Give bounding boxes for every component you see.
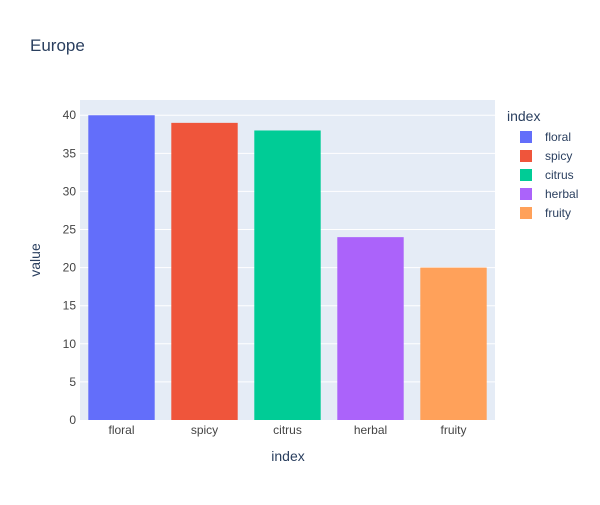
legend-label: herbal xyxy=(545,187,578,201)
y-tick-label: 10 xyxy=(63,337,77,351)
legend-item-fruity[interactable]: fruity xyxy=(520,206,571,220)
legend-swatch xyxy=(520,207,532,219)
legend-item-spicy[interactable]: spicy xyxy=(520,149,572,163)
x-axis-title: index xyxy=(271,448,304,464)
legend-swatch xyxy=(520,169,532,181)
x-tick-label: citrus xyxy=(273,423,302,437)
legend-label: citrus xyxy=(545,168,574,182)
y-tick-label: 20 xyxy=(63,261,77,275)
legend-title: index xyxy=(507,108,540,124)
legend-swatch xyxy=(520,188,532,200)
y-tick-label: 0 xyxy=(69,413,76,427)
bar-fruity[interactable] xyxy=(420,267,487,420)
bars xyxy=(88,115,487,420)
x-tick-labels: floral spicy citrus herbal fruity xyxy=(108,423,466,437)
y-axis-title: value xyxy=(27,243,43,277)
y-tick-label: 15 xyxy=(63,299,77,313)
y-tick-labels: 0 5 10 15 20 25 30 35 40 xyxy=(63,108,77,427)
legend-item-floral[interactable]: floral xyxy=(520,130,571,144)
legend-swatch xyxy=(520,150,532,162)
x-tick-label: spicy xyxy=(191,423,218,437)
legend-item-herbal[interactable]: herbal xyxy=(520,187,578,201)
y-tick-label: 25 xyxy=(63,223,77,237)
bar-citrus[interactable] xyxy=(254,130,321,420)
y-tick-label: 30 xyxy=(63,184,77,198)
legend-items: floral spicy citrus herbal fruity xyxy=(520,130,578,220)
y-tick-label: 40 xyxy=(63,108,77,122)
bar-spicy[interactable] xyxy=(171,122,238,420)
x-tick-label: floral xyxy=(108,423,134,437)
legend-item-citrus[interactable]: citrus xyxy=(520,168,574,182)
chart-title: Europe xyxy=(30,36,85,55)
bar-herbal[interactable] xyxy=(337,237,404,420)
legend-label: spicy xyxy=(545,149,572,163)
legend-label: floral xyxy=(545,130,571,144)
legend-label: fruity xyxy=(545,206,571,220)
legend: index floral spicy citrus herbal fruity xyxy=(507,108,578,220)
y-tick-label: 5 xyxy=(69,375,76,389)
bar-floral[interactable] xyxy=(88,115,155,420)
y-tick-label: 35 xyxy=(63,146,77,160)
legend-swatch xyxy=(520,131,532,143)
x-tick-label: herbal xyxy=(354,423,387,437)
x-tick-label: fruity xyxy=(440,423,466,437)
